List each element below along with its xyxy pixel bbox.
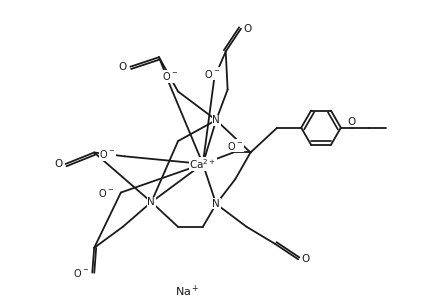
Text: Na$^+$: Na$^+$ <box>176 284 200 299</box>
Text: O: O <box>118 62 127 72</box>
Text: O$^-$: O$^-$ <box>99 149 115 160</box>
Text: O: O <box>348 117 356 127</box>
Text: O: O <box>301 254 309 264</box>
Text: Ca$^{2+}$: Ca$^{2+}$ <box>189 157 216 171</box>
Text: N: N <box>213 115 220 125</box>
Text: N: N <box>213 199 220 209</box>
Text: O$^-$: O$^-$ <box>162 70 179 82</box>
Text: O$^-$: O$^-$ <box>204 68 220 80</box>
Text: O: O <box>54 159 62 169</box>
Text: O$^-$: O$^-$ <box>227 140 243 152</box>
Text: O: O <box>243 23 251 34</box>
Text: O$^-$: O$^-$ <box>73 267 89 278</box>
Text: N: N <box>147 197 155 207</box>
Text: O$^-$: O$^-$ <box>98 187 114 199</box>
